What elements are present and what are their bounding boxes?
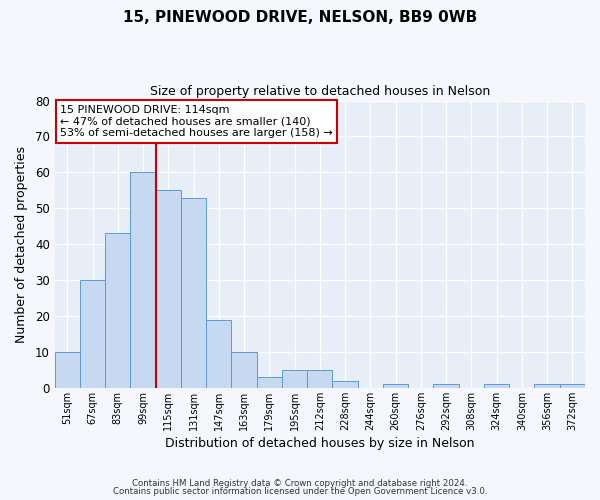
Bar	[560, 384, 585, 388]
Bar	[484, 384, 509, 388]
Bar	[535, 384, 560, 388]
Text: Contains public sector information licensed under the Open Government Licence v3: Contains public sector information licen…	[113, 487, 487, 496]
Bar	[55, 352, 80, 388]
Text: 15 PINEWOOD DRIVE: 114sqm
← 47% of detached houses are smaller (140)
53% of semi: 15 PINEWOOD DRIVE: 114sqm ← 47% of detac…	[60, 105, 333, 138]
Bar	[383, 384, 408, 388]
Bar	[232, 352, 257, 388]
Text: Contains HM Land Registry data © Crown copyright and database right 2024.: Contains HM Land Registry data © Crown c…	[132, 478, 468, 488]
Bar	[307, 370, 332, 388]
Bar	[332, 380, 358, 388]
Bar	[130, 172, 155, 388]
Title: Size of property relative to detached houses in Nelson: Size of property relative to detached ho…	[150, 85, 490, 98]
Bar	[155, 190, 181, 388]
Bar	[433, 384, 459, 388]
Bar	[282, 370, 307, 388]
Bar	[257, 377, 282, 388]
X-axis label: Distribution of detached houses by size in Nelson: Distribution of detached houses by size …	[165, 437, 475, 450]
Text: 15, PINEWOOD DRIVE, NELSON, BB9 0WB: 15, PINEWOOD DRIVE, NELSON, BB9 0WB	[123, 10, 477, 25]
Bar	[80, 280, 105, 388]
Bar	[105, 234, 130, 388]
Bar	[181, 198, 206, 388]
Bar	[206, 320, 232, 388]
Y-axis label: Number of detached properties: Number of detached properties	[15, 146, 28, 342]
